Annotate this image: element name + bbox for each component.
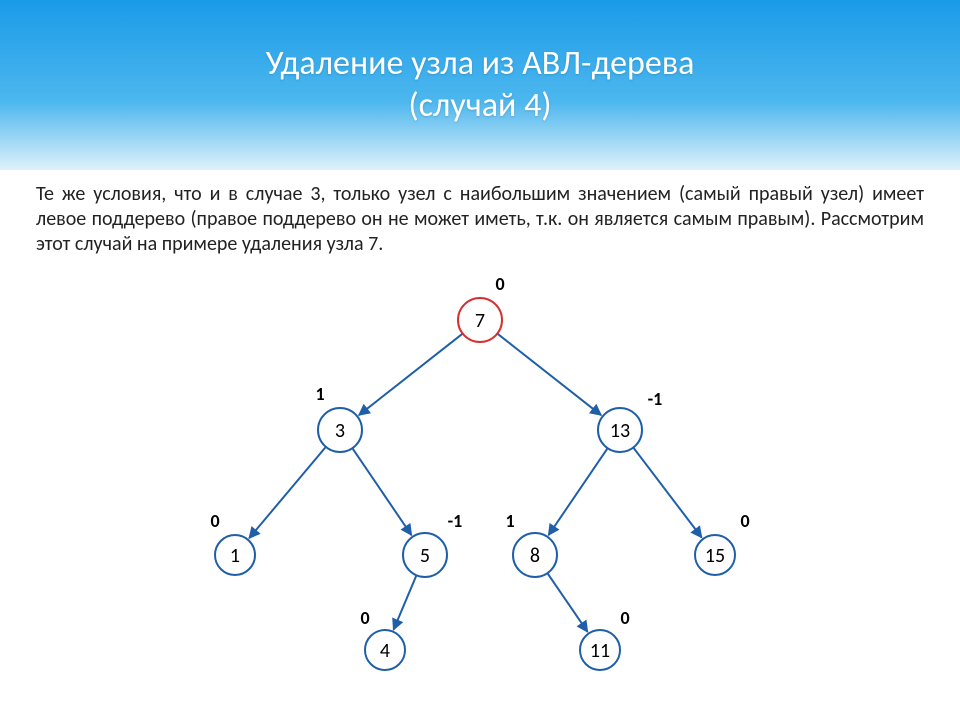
tree-node-balance: 1: [315, 383, 324, 405]
tree-node-balance: -1: [648, 388, 663, 410]
tree-node-value: 1: [230, 544, 240, 568]
tree-node: 81: [505, 510, 557, 577]
tree-node: 31: [315, 383, 362, 452]
tree-edge: [249, 447, 326, 538]
title-line-2: (случай 4): [408, 85, 551, 126]
avl-tree-diagram: 703113-1105-18115040110: [130, 265, 830, 685]
tree-node: 15 0: [695, 510, 750, 575]
tree-node-value: 13: [610, 419, 630, 443]
tree-edge: [548, 448, 607, 535]
tree-node-balance: 0: [210, 510, 219, 532]
tree-node-value: 15: [705, 544, 725, 568]
tree-node-value: 8: [530, 544, 540, 568]
tree-edge: [547, 573, 587, 632]
tree-node: 11 0: [580, 607, 630, 670]
tree-node-balance: 0: [740, 510, 749, 532]
tree-node-balance: 0: [620, 607, 629, 629]
tree-node: 13 -1: [598, 388, 662, 452]
tree-node-value: 11: [590, 639, 610, 663]
tree-node-balance: 0: [360, 607, 369, 629]
tree-node: 5 -1: [403, 510, 462, 577]
slide-header: Удаление узла из АВЛ-дерева (случай 4): [0, 0, 960, 170]
tree-node-balance: 1: [505, 510, 514, 532]
tree-edge: [352, 448, 411, 535]
tree-edge: [359, 334, 463, 416]
slide-title: Удаление узла из АВЛ-дерева (случай 4): [266, 43, 695, 128]
tree-edge: [633, 448, 701, 538]
title-line-1: Удаление узла из АВЛ-дерева: [266, 43, 695, 84]
tree-node-value: 7: [475, 309, 485, 333]
tree-node: 70: [458, 273, 505, 342]
body-paragraph: Те же условия, что и в случае 3, только …: [0, 170, 960, 257]
tree-node-value: 4: [380, 639, 390, 663]
tree-node-balance: 0: [495, 273, 504, 295]
tree-edge: [497, 334, 601, 416]
tree-node-balance: -1: [448, 510, 463, 532]
tree-edge: [394, 575, 417, 629]
tree-node-value: 5: [420, 544, 430, 568]
tree-node: 10: [210, 510, 255, 575]
tree-node-value: 3: [335, 419, 345, 443]
